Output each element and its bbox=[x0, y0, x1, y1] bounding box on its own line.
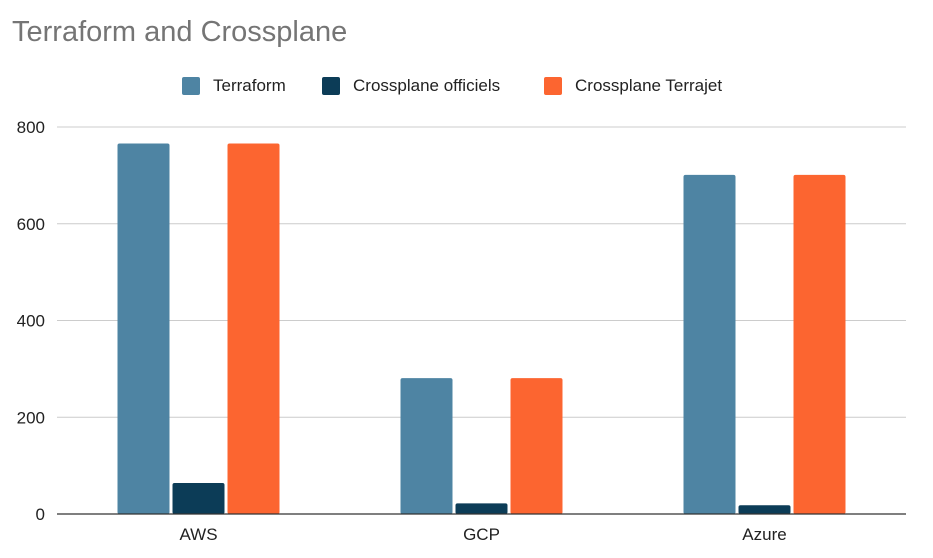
legend: Terraform Crossplane officiels Crossplan… bbox=[0, 72, 933, 100]
y-tick-label: 0 bbox=[36, 505, 45, 524]
bar-azure-terraform bbox=[683, 174, 736, 515]
x-tick-label: GCP bbox=[463, 525, 500, 544]
legend-swatch-crossplane-officiels bbox=[322, 77, 340, 95]
chart-title: Terraform and Crossplane bbox=[12, 16, 348, 48]
legend-item-terraform: Terraform bbox=[182, 72, 286, 100]
legend-item-crossplane-terrajet: Crossplane Terrajet bbox=[544, 72, 722, 100]
bar-azure-crossplane-officiels bbox=[738, 505, 791, 514]
axis-labels: 0 200 400 600 800 AWS GCP Azure bbox=[17, 118, 787, 544]
legend-item-crossplane-officiels: Crossplane officiels bbox=[322, 72, 500, 100]
legend-label-crossplane-officiels: Crossplane officiels bbox=[353, 76, 501, 95]
y-tick-label: 400 bbox=[17, 312, 45, 331]
legend-label-terraform: Terraform bbox=[213, 76, 286, 95]
bars bbox=[117, 143, 846, 515]
bar-aws-crossplane-terrajet bbox=[227, 143, 280, 514]
bar-gcp-terraform bbox=[400, 378, 453, 514]
legend-swatch-crossplane-terrajet bbox=[544, 77, 562, 95]
y-tick-label: 200 bbox=[17, 408, 45, 427]
y-tick-label: 600 bbox=[17, 215, 45, 234]
y-tick-label: 800 bbox=[17, 118, 45, 137]
grid-lines bbox=[57, 126, 906, 418]
x-tick-label: AWS bbox=[179, 525, 217, 544]
legend-swatch-terraform bbox=[182, 77, 200, 95]
bar-gcp-crossplane-terrajet bbox=[510, 378, 563, 514]
bar-aws-crossplane-officiels bbox=[172, 483, 225, 514]
bar-aws-terraform bbox=[117, 143, 170, 514]
bar-azure-crossplane-terrajet bbox=[793, 174, 846, 515]
bar-gcp-crossplane-officiels bbox=[455, 503, 508, 514]
legend-label-crossplane-terrajet: Crossplane Terrajet bbox=[575, 76, 723, 95]
x-tick-label: Azure bbox=[742, 525, 786, 544]
